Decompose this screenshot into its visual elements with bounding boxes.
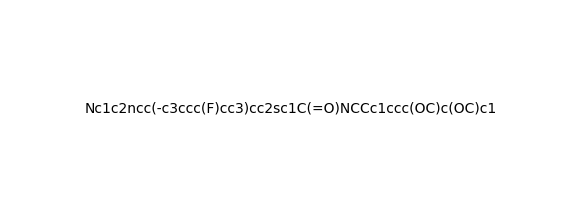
Text: Nc1c2ncc(-c3ccc(F)cc3)cc2sc1C(=O)NCCc1ccc(OC)c(OC)c1: Nc1c2ncc(-c3ccc(F)cc3)cc2sc1C(=O)NCCc1cc… xyxy=(84,102,497,115)
